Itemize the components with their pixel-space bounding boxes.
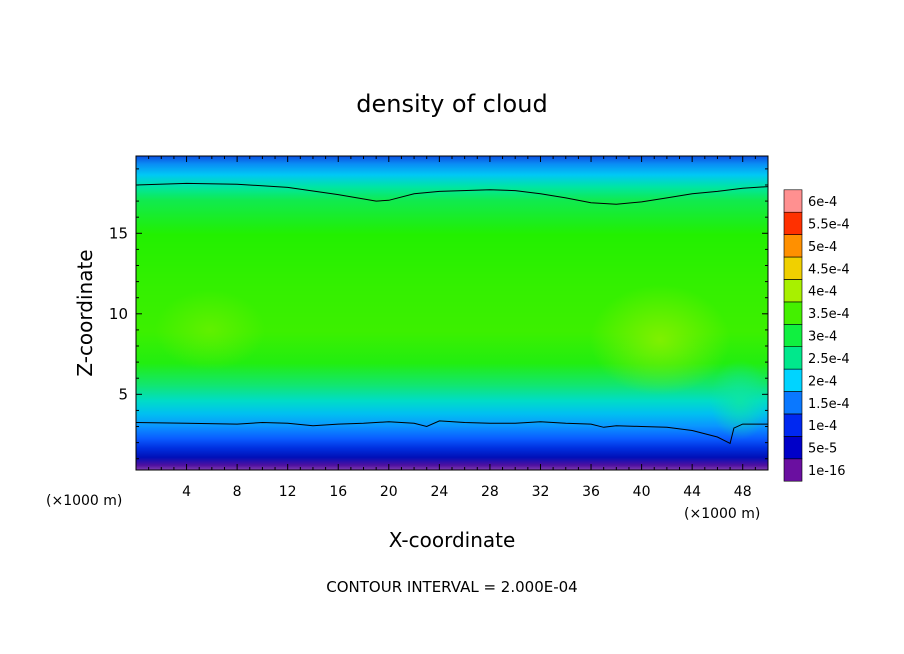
colorbar-label: 3.5e-4 <box>808 307 850 322</box>
x-tick-label: 48 <box>734 484 752 500</box>
colorbar-label: 2.5e-4 <box>808 352 850 367</box>
density-low-corner <box>710 360 768 440</box>
contour-lines <box>136 182 768 445</box>
colorbar-label: 5e-4 <box>808 240 837 255</box>
colorbar-label: 1e-4 <box>808 419 837 434</box>
colorbar-swatch <box>783 323 803 347</box>
x-tick-label: 28 <box>481 484 499 500</box>
y-axis: 5 10 15 <box>109 168 768 460</box>
y-tick-label: 10 <box>109 305 128 323</box>
colorbar-label: 1e-16 <box>808 464 846 479</box>
colorbar-swatch <box>783 279 803 303</box>
colorbar-swatch <box>783 256 803 280</box>
colorbar-swatch <box>783 346 803 370</box>
y-tick-label: 5 <box>118 385 128 403</box>
colorbar-swatch <box>783 436 803 460</box>
colorbar-swatch <box>783 368 803 392</box>
contour-line <box>136 182 768 205</box>
density-hotspot-left <box>155 290 265 370</box>
x-tick-label: 44 <box>683 484 701 500</box>
x-tick-label: 4 <box>182 484 191 500</box>
colorbar-swatch <box>783 391 803 415</box>
x-tick-label: 24 <box>430 484 448 500</box>
y-axis-label: Z-coordinate <box>73 249 97 376</box>
colorbar-label: 1.5e-4 <box>808 397 850 412</box>
colorbar-label: 6e-4 <box>808 195 837 210</box>
density-low-top <box>545 156 635 178</box>
chart-title: density of cloud <box>356 90 547 118</box>
x-tick-label: 40 <box>633 484 651 500</box>
plot-area <box>136 156 768 470</box>
colorbar-swatch <box>783 301 803 325</box>
colorbar-swatch <box>783 234 803 258</box>
colorbar-swatch <box>783 413 803 437</box>
colorbar: 1e-16 5e-5 1e-4 1.5e-4 2e-4 2.5e-4 3e-4 3.5e-4 4… <box>783 189 850 482</box>
colorbar-label: 4.5e-4 <box>808 262 850 277</box>
x-tick-label: 32 <box>532 484 550 500</box>
x-tick-label: 12 <box>279 484 297 500</box>
contour-line <box>136 420 768 445</box>
x-axis-label: X-coordinate <box>389 528 516 552</box>
density-hotspot-right <box>590 285 730 395</box>
colorbar-label: 5e-5 <box>808 442 837 457</box>
x-unit-label-left: (×1000 m) <box>46 493 122 509</box>
x-tick-label: 8 <box>233 484 242 500</box>
colorbar-label: 2e-4 <box>808 374 837 389</box>
x-tick-label: 36 <box>582 484 600 500</box>
colorbar-swatch <box>783 458 803 482</box>
colorbar-label: 5.5e-4 <box>808 217 850 232</box>
colorbar-swatch <box>783 211 803 235</box>
contour-interval-note: CONTOUR INTERVAL = 2.000E-04 <box>326 578 577 596</box>
colorbar-swatch <box>783 189 803 213</box>
x-tick-label: 20 <box>380 484 398 500</box>
x-tick-label: 16 <box>329 484 347 500</box>
y-tick-label: 15 <box>109 224 128 242</box>
x-axis: 4 8 12 16 20 24 28 32 36 40 44 48 <box>148 156 756 500</box>
x-unit-label-right: (×1000 m) <box>684 506 760 522</box>
colorbar-label: 3e-4 <box>808 330 837 345</box>
colorbar-label: 4e-4 <box>808 285 837 300</box>
